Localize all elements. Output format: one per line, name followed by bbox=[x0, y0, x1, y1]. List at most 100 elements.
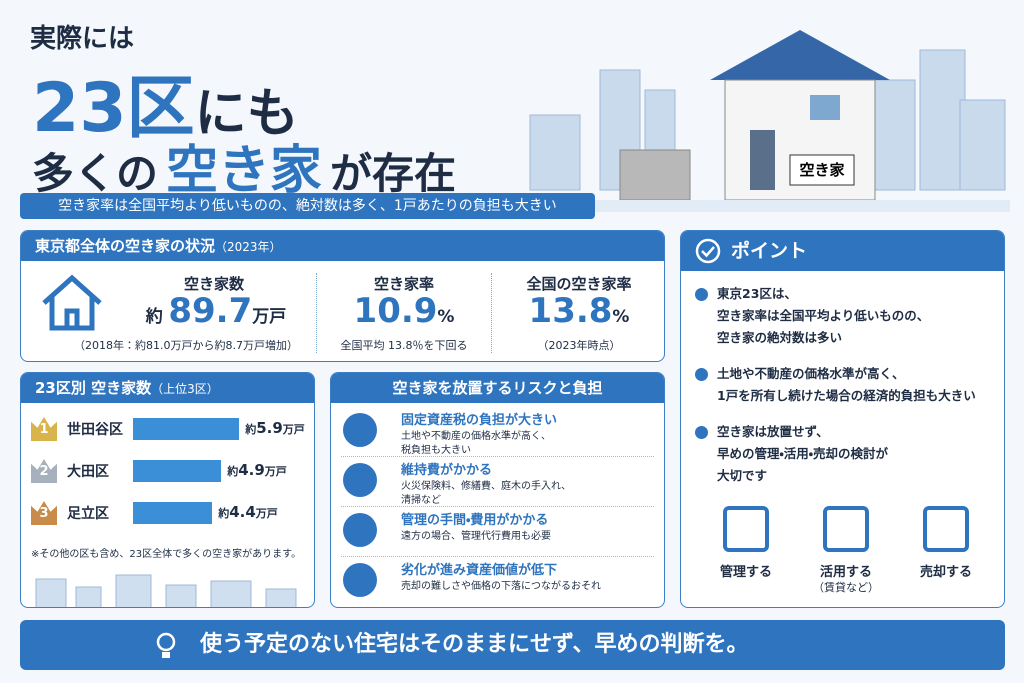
stat-note: （2023年時点） bbox=[537, 339, 621, 352]
title-line1: 23区にも bbox=[32, 52, 299, 151]
stat-note: （2018年：約81.0万戸から約8.7万戸増加） bbox=[74, 339, 298, 352]
footnote: ※その他の区も含め、23区全体で多くの空き家があります。 bbox=[31, 549, 302, 560]
point-text: 土地や不動産の価格水準が高く、 bbox=[717, 366, 905, 381]
risk-icon bbox=[343, 513, 377, 547]
house-illustration: 空き家 bbox=[520, 30, 1010, 212]
value-unit: 万戸 bbox=[264, 465, 287, 478]
lead: 実際には bbox=[30, 24, 135, 54]
house-icon bbox=[42, 274, 102, 331]
action-label: 活用する bbox=[819, 565, 872, 580]
divider bbox=[341, 556, 654, 557]
point-text: 大切です bbox=[717, 468, 768, 483]
footer-text: 使う予定のない住宅はそのままにせず、早めの判断を。 bbox=[200, 632, 749, 657]
footer-banner: 使う予定のない住宅はそのままにせず、早めの判断を。 bbox=[20, 620, 1005, 670]
risk-desc: 税負担も大きい bbox=[401, 445, 471, 456]
point-text: 1戸を所有し続けた場合の経済的負担も大きい bbox=[717, 388, 976, 403]
title-text: 多くの bbox=[32, 149, 159, 198]
risks-panel: 空き家を放置するリスクと負担 固定資産税の負担が大きい土地や不動産の価格水準が高… bbox=[330, 372, 665, 608]
action-icon bbox=[923, 506, 969, 552]
risk-icon bbox=[343, 563, 377, 597]
action-icon bbox=[723, 506, 769, 552]
bullet bbox=[695, 368, 708, 381]
rank-badge: 1 bbox=[31, 417, 57, 441]
rank-badge: 2 bbox=[31, 459, 57, 483]
points-panel: ポイント 東京23区は、空き家率は全国平均より低いものの、 空き家の絶対数は多い土… bbox=[680, 230, 1005, 608]
bar bbox=[133, 502, 213, 524]
wards-panel: 23区別 空き家数（上位3区） 1 世田谷区 約5.9万戸 2 大田区 約4.9万戸 3 足立… bbox=[20, 372, 315, 608]
stat-number: 89.7 bbox=[168, 291, 253, 331]
town-illustration bbox=[35, 574, 297, 607]
point-text: 空き家率は全国平均より低いものの、 bbox=[717, 308, 930, 323]
divider bbox=[316, 273, 317, 353]
point-text: 空き家は放置せず、 bbox=[717, 424, 829, 439]
risk-desc: 火災保険料、修繕費、庭木の手入れ、 bbox=[401, 481, 572, 492]
sign-board bbox=[789, 154, 855, 186]
ward-name: 足立区 bbox=[67, 506, 109, 522]
stat-label: 空き家数 bbox=[183, 275, 244, 293]
risk-title: 維持費がかかる bbox=[401, 463, 493, 478]
point-text: 空き家の絶対数は多い bbox=[717, 330, 843, 345]
risk-title: 管理の手間・費用がかかる bbox=[401, 513, 549, 528]
value-number: 4.9 bbox=[238, 461, 265, 479]
title-number: 23区 bbox=[32, 69, 195, 148]
bar bbox=[133, 460, 222, 482]
risk-desc: 土地や不動産の価格水準が高く、 bbox=[401, 431, 551, 442]
check-icon bbox=[695, 238, 721, 264]
bar bbox=[133, 418, 240, 440]
action-note: （賃貸など） bbox=[813, 581, 879, 594]
title-text: にも bbox=[194, 84, 299, 144]
bar-label: 約4.4万戸 bbox=[218, 503, 278, 521]
risk-desc: 清掃など bbox=[401, 495, 441, 506]
rank-badge: 3 bbox=[31, 501, 57, 525]
bar-label: 約5.9万戸 bbox=[245, 419, 305, 437]
value-unit: 万戸 bbox=[255, 507, 278, 520]
bar-label: 約4.9万戸 bbox=[227, 461, 287, 479]
risk-icon bbox=[343, 413, 377, 447]
value-unit: 万戸 bbox=[282, 423, 305, 436]
stat-number: 10.9 bbox=[353, 291, 438, 331]
value-number: 5.9 bbox=[256, 419, 283, 437]
divider bbox=[341, 456, 654, 457]
bulb-icon bbox=[156, 632, 176, 658]
panel-header: 23区別 空き家数（上位3区） bbox=[21, 373, 314, 403]
point-text: 東京23区は、 bbox=[717, 286, 797, 301]
subtitle: 空き家率は全国平均より低いものの、絶対数は多く、1戸あたりの負担も大きい bbox=[20, 193, 595, 219]
panel-header: ポイント bbox=[681, 231, 1004, 271]
stat-unit: % bbox=[612, 307, 630, 327]
stat-prefix: 約 bbox=[145, 307, 163, 327]
divider bbox=[491, 273, 492, 353]
ward-name: 世田谷区 bbox=[67, 422, 123, 438]
action-label: 売却する bbox=[919, 565, 972, 580]
value-prefix: 約 bbox=[227, 465, 239, 478]
panel-title: 東京都全体の空き家の状況 bbox=[35, 237, 216, 255]
title-line2: 多くの 空き家 が存在 bbox=[32, 128, 456, 203]
stat-value: 10.9% bbox=[318, 291, 490, 331]
value-number: 4.4 bbox=[229, 503, 256, 521]
title-highlight: 空き家 bbox=[166, 141, 323, 201]
status-panel: 東京都全体の空き家の状況（2023年） 空き家数 約 89.7万戸 （2018年… bbox=[20, 230, 665, 362]
stat-unit: % bbox=[437, 307, 455, 327]
stat-value: 約 89.7万戸 bbox=[121, 291, 311, 331]
stat-number: 13.8 bbox=[528, 291, 613, 331]
stat-value: 13.8% bbox=[493, 291, 664, 331]
bullet bbox=[695, 426, 708, 439]
divider bbox=[341, 506, 654, 507]
action-label: 管理する bbox=[719, 565, 772, 580]
action-icon bbox=[823, 506, 869, 552]
panel-title: ポイント bbox=[731, 240, 808, 262]
value-prefix: 約 bbox=[245, 423, 257, 436]
panel-header: 東京都全体の空き家の状況（2023年） bbox=[21, 231, 664, 261]
stat-label: 全国の空き家率 bbox=[526, 275, 632, 293]
risk-desc: 遠方の場合、管理代行費用も必要 bbox=[401, 531, 551, 542]
risk-title: 固定資産税の負担が大きい bbox=[401, 413, 558, 428]
stat-note: 全国平均 13.8％を下回る bbox=[340, 339, 468, 352]
stat-unit: 万戸 bbox=[252, 307, 287, 327]
panel-title: 空き家を放置するリスクと負担 bbox=[331, 373, 664, 403]
risk-title: 劣化が進み資産価値が低下 bbox=[401, 563, 558, 578]
ward-name: 大田区 bbox=[67, 464, 109, 480]
risk-desc: 売却の難しさや価格の下落につながるおそれ bbox=[401, 581, 601, 592]
risk-icon bbox=[343, 463, 377, 497]
point-text: 早めの管理・活用・売却の検討が bbox=[717, 446, 889, 461]
